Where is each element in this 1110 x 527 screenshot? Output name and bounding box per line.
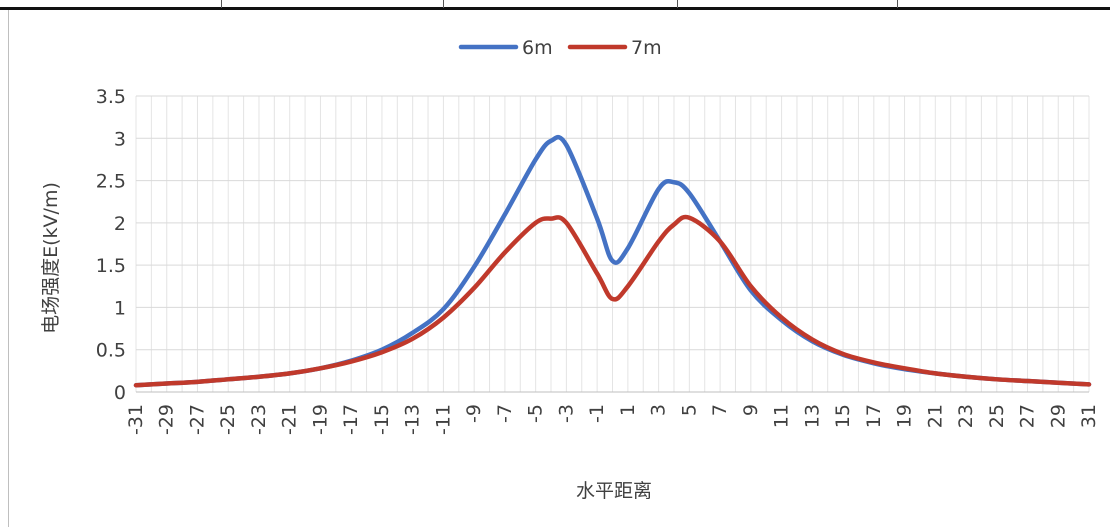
x-tick-label: -15 <box>371 404 393 435</box>
x-tick-label: -17 <box>340 404 362 435</box>
x-tick-label: -7 <box>494 404 516 423</box>
x-tick-label: 17 <box>863 404 885 428</box>
x-tick-label: -29 <box>156 404 178 435</box>
table-cell-divider <box>897 0 898 8</box>
x-tick-label: 23 <box>955 404 977 428</box>
x-tick-label: 29 <box>1047 404 1069 428</box>
x-tick-label: 25 <box>986 404 1008 428</box>
y-tick-label: 1.5 <box>96 255 126 277</box>
x-tick-label: 27 <box>1017 404 1039 428</box>
series-layer <box>133 134 1092 388</box>
x-tick-label: 19 <box>894 404 916 428</box>
x-tick-label: -1 <box>586 404 608 423</box>
legend-label-7m: 7m <box>631 37 662 59</box>
x-tick-label: -19 <box>309 404 331 435</box>
x-tick-label: -27 <box>186 404 208 435</box>
line-chart: 00.511.522.533.5 -31 -29 -27 -25 -23 -21 -19 -1… <box>40 37 1100 502</box>
y-tick-label: 0.5 <box>96 340 126 362</box>
table-cell-divider <box>443 0 444 8</box>
y-tick-label: 1 <box>114 297 126 319</box>
x-tick-label: -9 <box>463 404 485 423</box>
y-tick-label: 2 <box>114 213 126 235</box>
y-tick-label: 3.5 <box>96 86 126 108</box>
x-tick-label: 9 <box>740 404 762 416</box>
grid-layer <box>135 95 1090 393</box>
table-cell-divider <box>677 0 678 8</box>
y-tick-label: 2.5 <box>96 171 126 193</box>
x-tick-label: 5 <box>678 404 700 416</box>
series-line-7m <box>133 214 1092 388</box>
x-axis-title: 水平距离 <box>576 480 652 502</box>
x-tick-label: -21 <box>279 404 301 435</box>
legend: 6m 7m <box>458 37 662 59</box>
x-tick-label: -31 <box>125 404 147 435</box>
x-tick-label: 31 <box>1078 404 1100 428</box>
y-tick-label: 3 <box>114 128 126 150</box>
x-tick-label: 13 <box>801 404 823 428</box>
y-axis-title: 电场强度E(kV/m) <box>40 182 62 334</box>
legend-label-6m: 6m <box>522 37 553 59</box>
x-tick-label: -25 <box>217 404 239 435</box>
x-tick-label: 15 <box>832 404 854 428</box>
x-tick-label: -3 <box>555 404 577 423</box>
chart-frame: 0 0.5 1 1.5 2 2.5 3 3.5 -31 -29 -27 -25 -23 -21 -19 -1… <box>8 10 1108 527</box>
x-tick-labels: -31 -29 -27 -25 -23 -21 -19 -17 -15 -13 -11 -9 -7 -5-… <box>125 404 1100 435</box>
x-tick-label: 11 <box>771 404 793 428</box>
x-tick-label: -23 <box>248 404 270 435</box>
table-cell-divider <box>221 0 222 8</box>
top-table-border <box>0 0 1110 10</box>
x-tick-label: -11 <box>432 404 454 435</box>
x-tick-label: 7 <box>709 404 731 416</box>
x-tick-label: 1 <box>617 404 639 416</box>
x-tick-label: -13 <box>402 404 424 435</box>
y-tick-labels: 0 0.5 1 1.5 2 2.5 3 3.5 <box>96 86 126 404</box>
y-tick-label: 0 <box>114 382 126 404</box>
x-tick-label: 3 <box>648 404 670 416</box>
x-tick-label: 21 <box>924 404 946 428</box>
x-tick-label: -5 <box>525 404 547 423</box>
